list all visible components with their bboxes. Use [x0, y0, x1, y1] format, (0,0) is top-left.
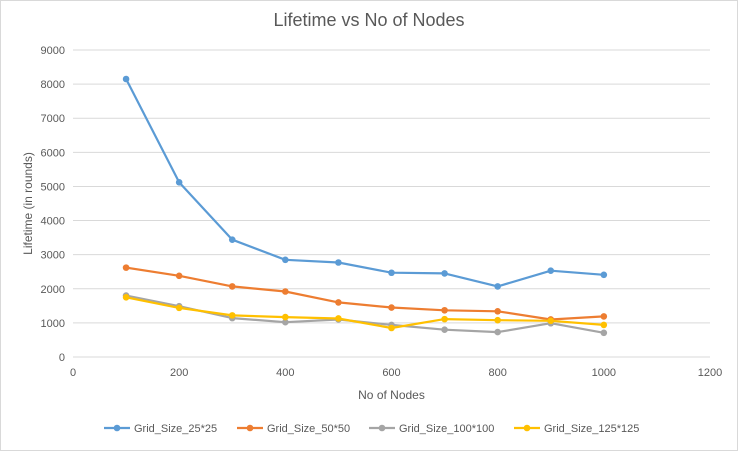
- data-point: [600, 271, 608, 279]
- data-point: [547, 267, 555, 274]
- chart-title: Lifetime vs No of Nodes: [273, 10, 465, 30]
- data-point: [228, 236, 236, 243]
- data-point: [388, 269, 395, 277]
- data-point: [122, 264, 130, 271]
- series-line: [125, 296, 604, 330]
- legend: Grid_Size_25*25 Grid_Size_50*50 Grid_Size_…: [104, 423, 639, 435]
- data-point: [600, 329, 608, 337]
- series-layer: [122, 75, 608, 337]
- legend-item: Grid_Size_50*50: [237, 423, 350, 435]
- x-axis-title: No of Nodes: [358, 388, 425, 402]
- data-point: [175, 272, 183, 280]
- gridlines: [73, 49, 710, 358]
- x-tick-label: 1200: [698, 367, 722, 379]
- series-line: [125, 78, 604, 288]
- x-tick-label: 1000: [592, 367, 616, 379]
- data-point: [335, 299, 342, 306]
- legend-item: Grid_Size_100*100: [369, 423, 494, 435]
- data-point: [441, 270, 448, 277]
- x-tick-label: 400: [276, 367, 294, 379]
- data-point: [228, 283, 236, 290]
- data-point: [494, 283, 501, 290]
- y-axis-title: Lifetime (in rounds): [21, 152, 35, 255]
- data-point: [388, 304, 395, 311]
- series-line: [125, 294, 604, 334]
- y-axis: 0 1000 2000 3000 4000 5000 6000 7000 8000 9000: [41, 45, 65, 364]
- series-line: [125, 266, 604, 321]
- data-point: [494, 316, 501, 324]
- legend-label: Grid_Size_25*25: [134, 423, 217, 435]
- y-tick-label: 3000: [41, 250, 65, 262]
- x-axis: 0 200 400 600 800 1000 1200: [70, 367, 722, 379]
- x-tick-label: 800: [488, 367, 506, 379]
- data-point: [441, 315, 448, 323]
- series-group: [122, 75, 608, 290]
- data-point: [228, 312, 236, 319]
- x-tick-label: 0: [70, 367, 76, 379]
- data-point: [122, 294, 130, 301]
- legend-swatch-marker: [113, 424, 121, 432]
- data-point: [335, 259, 342, 266]
- series-group: [122, 294, 608, 332]
- data-point: [282, 318, 289, 326]
- data-point: [600, 313, 608, 320]
- data-point: [388, 324, 395, 332]
- x-tick-label: 600: [382, 367, 400, 379]
- y-tick-label: 7000: [41, 113, 65, 125]
- legend-swatch-marker: [246, 424, 254, 432]
- series-group: [122, 264, 608, 323]
- data-point: [175, 304, 183, 312]
- data-point: [282, 288, 289, 295]
- legend-swatch-marker: [523, 424, 531, 432]
- legend-swatch-marker: [378, 424, 386, 432]
- y-tick-label: 6000: [41, 147, 65, 159]
- legend-item: Grid_Size_125*125: [514, 423, 639, 435]
- data-point: [282, 256, 289, 264]
- x-tick-label: 200: [170, 367, 188, 379]
- data-point: [441, 326, 448, 334]
- data-point: [547, 317, 555, 325]
- y-tick-label: 9000: [41, 45, 65, 57]
- data-point: [441, 306, 448, 314]
- data-point: [175, 179, 183, 186]
- y-tick-label: 4000: [41, 216, 65, 228]
- y-tick-label: 0: [59, 352, 65, 364]
- data-point: [494, 307, 501, 315]
- data-point: [600, 321, 608, 329]
- data-point: [122, 75, 130, 83]
- legend-item: Grid_Size_25*25: [104, 423, 217, 435]
- series-group: [122, 292, 608, 337]
- data-point: [282, 313, 289, 321]
- y-tick-label: 1000: [41, 318, 65, 330]
- data-point: [335, 315, 342, 322]
- y-tick-label: 8000: [41, 79, 65, 91]
- legend-label: Grid_Size_100*100: [399, 423, 494, 435]
- data-point: [494, 328, 501, 336]
- legend-label: Grid_Size_50*50: [267, 423, 350, 435]
- legend-label: Grid_Size_125*125: [544, 423, 639, 435]
- y-tick-label: 5000: [41, 181, 65, 193]
- y-tick-label: 2000: [41, 284, 65, 296]
